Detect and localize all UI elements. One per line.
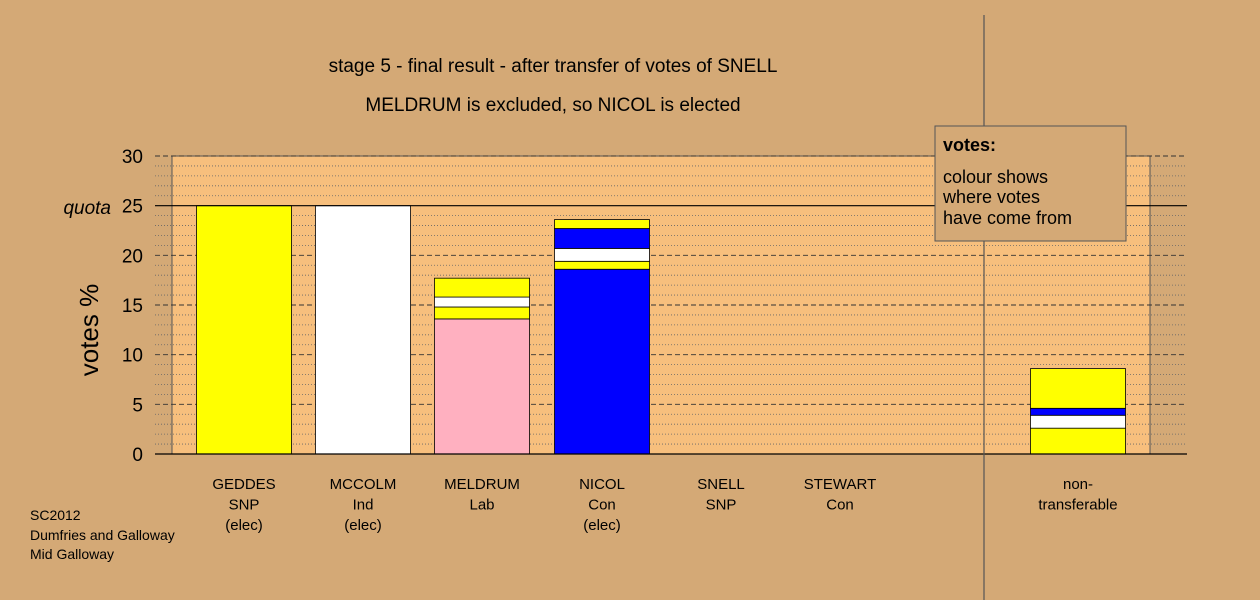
category-label: SNP [229,497,260,514]
chart-title-line1: stage 5 - final result - after transfer … [329,56,778,77]
category-label: non- [1063,476,1093,493]
quota-label: quota [63,198,111,219]
y-tick-label: 20 [122,246,143,267]
category-label: GEDDES [212,476,275,493]
y-tick-label: 15 [122,296,143,317]
bar-segment [434,296,530,308]
y-axis-label: votes % [74,284,104,377]
bar-segment [554,219,650,229]
category-label: Con [826,497,854,514]
bar-segment [434,306,530,320]
footer-line-1: SC2012 [30,507,81,523]
bar-segment [554,247,650,262]
bar-segment [196,205,292,455]
category-label: MELDRUM [444,476,520,493]
footer: SC2012 Dumfries and Galloway Mid Gallowa… [30,507,175,562]
footer-line-3: Mid Galloway [30,546,114,562]
category-label: (elec) [225,517,263,534]
category-labels: GEDDES SNP (elec) MCCOLM Ind (elec) MELDRUM Lab… [212,476,1117,534]
category-label: (elec) [583,517,621,534]
category-label: SNELL [697,476,745,493]
legend-line-1: colour shows [943,167,1048,187]
footer-line-2: Dumfries and Galloway [30,527,175,543]
bar-segment [554,228,650,249]
category-label: Lab [469,497,494,514]
category-label: Con [588,497,616,514]
y-tick-label: 0 [132,445,143,466]
bar-segment [1030,414,1126,429]
bar-segment [315,205,411,455]
bar-segment [554,268,650,455]
y-tick-label: 5 [132,395,143,416]
y-tick-label: 30 [122,147,143,168]
category-label: NICOL [579,476,625,493]
legend-line-3: have come from [943,208,1072,228]
legend-title: votes: [943,135,996,155]
y-tick-label: 10 [122,346,143,367]
bar-segment [1030,368,1126,409]
category-label: SNP [706,497,737,514]
bar-segment [554,260,650,270]
category-label: (elec) [344,517,382,534]
bar-segment [1030,407,1126,416]
category-label: MCCOLM [330,476,397,493]
y-tick-labels: 0 5 10 15 20 25 30 [122,147,143,466]
legend-box [934,125,1127,242]
legend: votes: colour shows where votes have com… [934,125,1127,242]
category-label: STEWART [804,476,877,493]
bar-segment [1030,427,1126,455]
chart-title-line2: MELDRUM is excluded, so NICOL is elected [365,95,740,116]
category-label: Ind [353,497,374,514]
category-label: transferable [1038,497,1117,514]
y-tick-label: 25 [122,197,143,218]
bar-segment [434,277,530,298]
bar-segment [434,318,530,455]
bars [196,205,1126,455]
legend-line-2: where votes [942,187,1040,207]
